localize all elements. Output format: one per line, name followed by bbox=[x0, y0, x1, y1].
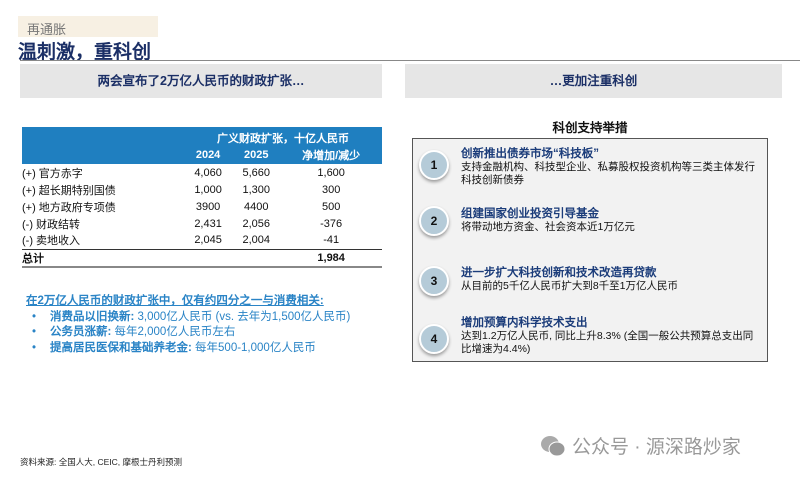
number-badge: 3 bbox=[419, 266, 449, 296]
value-net: 500 bbox=[321, 200, 341, 213]
value-net: -41 bbox=[323, 234, 340, 247]
value-2024: 3900 bbox=[195, 200, 221, 213]
measure-title: 组建国家创业投资引导基金 bbox=[461, 208, 599, 220]
title-divider bbox=[20, 60, 800, 61]
watermark-text: 公众号 · 源深路炒家 bbox=[572, 437, 741, 458]
source-note: 资料来源: 全国人大, CEIC, 摩根士丹利预测 bbox=[20, 457, 182, 467]
note-text: 每年500-1,000亿人民币 bbox=[191, 341, 316, 354]
value-2024: 1,000 bbox=[194, 183, 222, 196]
measure-desc: 支持金融机构、科技型企业、私募股权投资机构等三类主体发行科技创新债券 bbox=[461, 161, 755, 186]
table-group-header-row: 广义财政扩张，十亿人民币 bbox=[22, 127, 382, 146]
row-label: (-) 财政结转 bbox=[22, 218, 81, 231]
number-badge: 2 bbox=[419, 206, 449, 236]
col-net: 净增加/减少 bbox=[302, 150, 361, 162]
note-item: 提高居民医保和基础养老金: 每年500-1,000亿人民币 bbox=[26, 341, 350, 357]
note-text: 每年2,000亿人民币左右 bbox=[111, 326, 236, 338]
right-heading: …更加注重科创 bbox=[405, 64, 782, 98]
note-bold: 提高居民医保和基础养老金: bbox=[50, 341, 192, 354]
table-row: (-) 财政结转 2,431 2,056 -376 bbox=[22, 215, 382, 232]
value-net: -376 bbox=[320, 217, 343, 230]
row-label: (-) 卖地收入 bbox=[22, 235, 81, 248]
page-title: 温刺激，重科创 bbox=[18, 42, 152, 63]
consumption-notes: 在2万亿人民币的财政扩张中，仅有约四分之一与消费相关: 消费品以旧换新: 3,0… bbox=[26, 294, 350, 356]
measures-title: 科创支持举措 bbox=[552, 121, 628, 135]
watermark: 公众号 · 源深路炒家 bbox=[540, 432, 741, 459]
total-label: 总计 bbox=[22, 248, 184, 268]
number-badge: 1 bbox=[419, 150, 449, 180]
section-tag: 再通胀 bbox=[18, 16, 158, 37]
value-2025: 2,004 bbox=[242, 234, 270, 247]
value-2024: 2,431 bbox=[194, 217, 222, 230]
measure-desc: 达到1.2万亿人民币, 同比上升8.3% (全国一般公共预算总支出同比增速为4.… bbox=[461, 330, 754, 355]
row-label: (+) 地方政府专项债 bbox=[22, 201, 116, 214]
number-badge: 4 bbox=[419, 324, 449, 354]
table-row: (+) 超长期特别国债 1,000 1,300 300 bbox=[22, 181, 382, 198]
measure-title: 进一步扩大科技创新和技术改造再贷款 bbox=[461, 267, 657, 279]
table-row: (+) 地方政府专项债 3900 4400 500 bbox=[22, 198, 382, 215]
group-header: 广义财政扩张，十亿人民币 bbox=[217, 133, 349, 145]
col-2025: 2025 bbox=[243, 149, 269, 161]
total-row: 总计 1,984 bbox=[22, 248, 382, 268]
measure-desc: 将带动地方资金、社会资本近1万亿元 bbox=[461, 221, 635, 233]
left-heading: 两会宣布了2万亿人民币的财政扩张… bbox=[20, 64, 382, 98]
value-2024: 2,045 bbox=[194, 234, 222, 247]
measure-title: 增加预算内科学技术支出 bbox=[461, 317, 588, 329]
measures-box: 1 创新推出债券市场“科技板” 支持金融机构、科技型企业、私募股权投资机构等三类主体… bbox=[412, 138, 768, 362]
note-bold: 消费品以旧换新: bbox=[50, 310, 135, 323]
col-2024: 2024 bbox=[195, 149, 221, 161]
wechat-icon bbox=[541, 435, 566, 456]
note-bold: 公务员涨薪: bbox=[50, 326, 112, 338]
total-net: 1,984 bbox=[280, 248, 382, 268]
value-2025: 2,056 bbox=[242, 217, 270, 230]
note-item: 消费品以旧换新: 3,000亿人民币 (vs. 去年为1,500亿人民币) bbox=[26, 310, 350, 326]
measure-desc: 从目前的5千亿人民币扩大到8千至1万亿人民币 bbox=[461, 280, 679, 292]
table-row: (-) 卖地收入 2,045 2,004 -41 bbox=[22, 232, 382, 249]
fiscal-table: 广义财政扩张，十亿人民币 2024 2025 净增加/减少 (+) 官方赤字 4,06… bbox=[22, 127, 382, 268]
value-2025: 5,660 bbox=[242, 166, 270, 179]
note-item: 公务员涨薪: 每年2,000亿人民币左右 bbox=[26, 325, 350, 341]
table-header-row: 2024 2025 净增加/减少 bbox=[22, 146, 382, 164]
value-2025: 4400 bbox=[243, 200, 269, 213]
row-label: (+) 超长期特别国债 bbox=[22, 184, 116, 197]
value-2024: 4,060 bbox=[194, 166, 222, 179]
notes-heading: 在2万亿人民币的财政扩张中，仅有约四分之一与消费相关: bbox=[26, 295, 324, 307]
table-row: (+) 官方赤字 4,060 5,660 1,600 bbox=[22, 164, 382, 181]
value-net: 1,600 bbox=[317, 166, 345, 179]
measure-title: 创新推出债券市场“科技板” bbox=[461, 148, 599, 160]
value-2025: 1,300 bbox=[242, 183, 270, 196]
note-text: 3,000亿人民币 (vs. 去年为1,500亿人民币) bbox=[134, 310, 351, 323]
row-label: (+) 官方赤字 bbox=[22, 167, 83, 180]
value-net: 300 bbox=[321, 183, 341, 196]
